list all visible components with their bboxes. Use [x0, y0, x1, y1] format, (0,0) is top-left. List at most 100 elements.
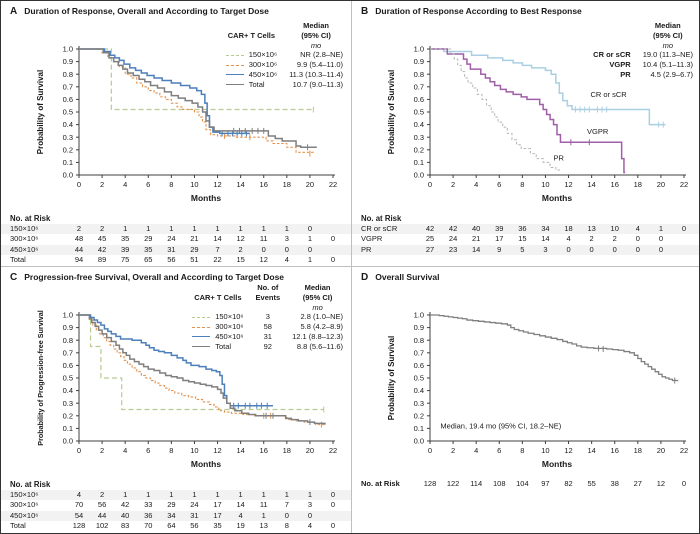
risk-count: 4	[566, 234, 571, 244]
legend-median-header: Median (95% CI)	[302, 283, 333, 302]
risk-count: 29	[167, 500, 176, 510]
y-tick-label: 0.6	[414, 95, 424, 104]
legend-events-header: No. of Events	[255, 283, 281, 302]
panel-a-title: A Duration of Response, Overall and Accor…	[10, 6, 269, 17]
risk-row: 300×10⁶ 48 45 35 29 24 21 14 12 11 3 1 0	[1, 234, 351, 244]
y-tick-label: 0.5	[63, 108, 73, 117]
risk-count: 1	[146, 490, 151, 499]
risk-row: 300×10⁶ 70 56 42 33 29 24 17 14 11 7 3 0	[1, 500, 351, 510]
risk-count: 31	[167, 244, 176, 254]
risk-row: PR 27 23 14 9 5 3 0 0 0 0 0	[352, 244, 699, 256]
risk-count: 2	[99, 490, 105, 499]
risk-count: 36	[144, 510, 153, 520]
x-tick-label: 0	[77, 180, 81, 189]
risk-count: 34	[541, 224, 550, 233]
risk-count: 0	[330, 255, 336, 265]
risk-count: 94	[74, 255, 84, 265]
x-tick-label: 6	[146, 446, 150, 455]
legend-row-value: 10.4 (5.1–11.3)	[642, 60, 693, 69]
risk-count: 12	[236, 234, 245, 244]
x-tick-label: 2	[451, 446, 455, 455]
y-tick-label: 0.5	[63, 374, 73, 383]
km-plot-c: 0.0 0.1 0.2 0.3 0.4 0.5 0.6 0.7 0.8 0.9 1.0 0 2 4 6 8 10…	[36, 310, 337, 469]
risk-count: 0	[681, 224, 687, 233]
y-tick-label: 0.8	[63, 336, 73, 345]
x-tick-label: 12	[564, 180, 572, 189]
x-tick-label: 12	[213, 446, 221, 455]
risk-row-label: 450×10⁶	[10, 510, 39, 520]
risk-count: 4	[76, 490, 82, 499]
risk-count: 39	[121, 244, 130, 254]
risk-table-d: No. at Risk 128 122 114 108 104 97 82 55 38 27 12 0	[352, 479, 699, 489]
risk-count: 1	[215, 224, 220, 233]
y-axis-label: Probability of Survival	[36, 70, 45, 154]
panel-a: A Duration of Response, Overall and Accor…	[1, 1, 351, 266]
risk-count: 29	[144, 234, 153, 244]
panel-title-text: Duration of Response According to Best R…	[375, 6, 582, 16]
y-tick-label: 0.7	[63, 348, 73, 357]
legend-row-events: 3	[265, 312, 270, 322]
curve-label: PR	[554, 154, 565, 163]
risk-row-label: PR	[361, 244, 372, 254]
y-tick-label: 0.5	[414, 108, 424, 117]
risk-row: VGPR 25 24 21 17 15 14 4 2 2 0 0	[352, 234, 699, 244]
x-axis-label: Months	[542, 193, 572, 203]
risk-count: 1	[261, 490, 266, 499]
y-tick-label: 0.1	[414, 424, 424, 433]
y-tick-label: 0.0	[63, 171, 73, 180]
panel-letter: D	[361, 272, 369, 283]
risk-count: 82	[564, 479, 573, 488]
risk-count: 18	[564, 224, 573, 233]
curve-150-10-	[79, 314, 324, 411]
risk-count: 44	[74, 244, 84, 254]
horizontal-divider	[1, 266, 699, 267]
risk-table-b: No. at Risk CR or sCR 42 42 40 39 36 34 18 13 10 4 1…	[352, 213, 699, 256]
y-tick-label: 1.0	[63, 45, 73, 54]
risk-count: 7	[284, 500, 289, 510]
x-tick-label: 20	[306, 180, 314, 189]
x-tick-label: 14	[236, 180, 244, 189]
risk-count: 35	[121, 234, 130, 244]
y-tick-label: 0.8	[414, 336, 424, 345]
legend-row-label: CR or sCR	[593, 50, 631, 60]
x-tick-label: 14	[587, 180, 595, 189]
risk-count: 2	[589, 234, 594, 244]
risk-count: 3	[284, 234, 289, 244]
risk-count: 70	[74, 500, 84, 510]
legend-row-label: PR	[620, 69, 631, 79]
risk-count: 42	[97, 244, 107, 254]
risk-count: 27	[425, 244, 435, 254]
y-tick-label: 0.1	[63, 158, 73, 167]
risk-count: 54	[74, 510, 84, 520]
curve-450-10-	[79, 48, 250, 135]
x-axis-label: Months	[191, 459, 221, 469]
risk-row-label: 450×10⁶	[10, 244, 39, 254]
y-tick-label: 0.3	[414, 133, 424, 142]
risk-count: 0	[307, 224, 312, 233]
y-tick-label: 0.9	[63, 57, 73, 66]
risk-count: 0	[284, 510, 289, 520]
risk-count: 12	[259, 255, 268, 265]
legend-swatch-dose150	[225, 54, 244, 56]
risk-count: 42	[425, 224, 435, 233]
median-annotation: Median, 19.4 mo (95% CI, 18.2–NE)	[440, 421, 561, 430]
risk-count: 0	[658, 234, 663, 244]
legend-row-value: 9.9 (5.4–11.0)	[296, 60, 343, 69]
x-tick-label: 10	[190, 446, 198, 455]
x-axis-label: Months	[542, 459, 572, 469]
y-tick-label: 0.0	[63, 437, 73, 446]
y-tick-label: 0.5	[414, 374, 424, 383]
risk-count: 42	[448, 224, 458, 233]
risk-count: 0	[330, 490, 336, 499]
y-tick-label: 0.2	[63, 145, 73, 154]
x-tick-label: 22	[329, 446, 337, 455]
km-plot-d: 0.0 0.1 0.2 0.3 0.4 0.5 0.6 0.7 0.8 0.9 1.0 0 2 4 6 8 10…	[387, 311, 688, 469]
y-tick-label: 0.6	[414, 361, 424, 370]
risk-row-label: Total	[10, 255, 26, 265]
risk-count: 75	[121, 255, 130, 265]
legend-row-value: 10.7 (9.0–11.3)	[292, 79, 343, 89]
risk-count: 1	[261, 224, 266, 233]
legend-a: CAR+ T Cells Median (95% CI) mo 150×10⁶ NR (…	[225, 21, 343, 89]
legend-swatch-total	[225, 84, 244, 86]
